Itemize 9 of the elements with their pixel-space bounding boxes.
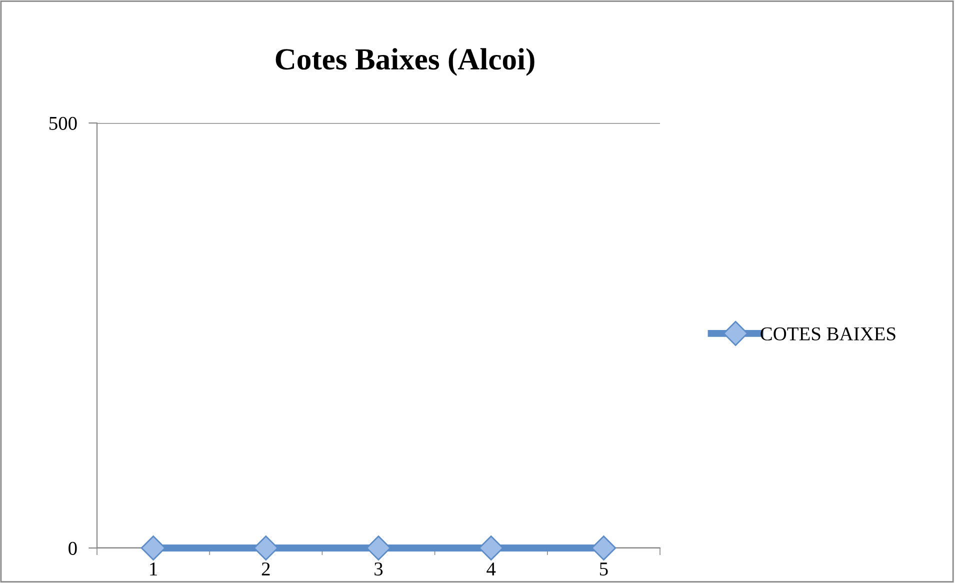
y-tick-label: 500 [50,116,77,130]
x-tick-label: 5 [600,562,608,576]
x-tick-label: 1 [150,562,157,576]
y-tick-label: 0 [68,542,77,555]
x-tick-label: 2 [262,562,270,576]
legend-label: COTES BAIXES [760,327,896,340]
chart-title: Cotes Baixes (Alcoi) [276,48,534,76]
x-tick-label: 4 [486,562,496,576]
x-tick-label: 3 [374,562,383,576]
